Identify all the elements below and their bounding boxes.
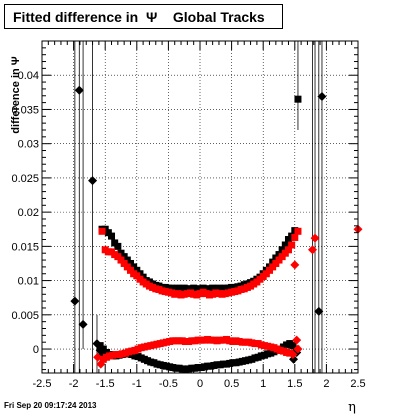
- x-axis-label: η: [348, 400, 356, 414]
- diamond-marker: [307, 245, 317, 255]
- square-marker: [281, 241, 289, 249]
- axis-ticks: -2.5 -2 -1.5 -1 -0.5 0 0.5 1 1.5 2 2.5 0 0.005 0.01 0.…: [11, 41, 366, 390]
- y-tick-label: 0.03: [18, 139, 39, 151]
- x-tick-label: 1: [260, 378, 266, 390]
- x-tick-label: 0: [197, 378, 203, 390]
- timestamp-footer: Fri Sep 20 09:17:24 2013: [4, 401, 97, 410]
- diamond-marker: [290, 260, 300, 270]
- error-bars: [74, 41, 323, 373]
- y-tick-label: 0.04: [18, 70, 39, 82]
- diamond-marker: [88, 176, 98, 186]
- y-tick-label: 0: [33, 344, 39, 356]
- diamond-marker: [70, 296, 80, 306]
- square-marker: [284, 246, 292, 254]
- diamond-marker: [78, 319, 88, 329]
- square-marker: [98, 227, 106, 235]
- diamond-marker: [93, 352, 103, 362]
- x-tick-label: -1.5: [96, 378, 115, 390]
- diamond-marker: [293, 344, 303, 354]
- y-tick-label: 0.005: [11, 310, 39, 322]
- x-tick-label: 1.5: [287, 378, 302, 390]
- x-tick-label: 2.5: [350, 378, 365, 390]
- x-tick-label: -2.5: [33, 378, 52, 390]
- x-tick-label: 0.5: [224, 378, 239, 390]
- diamond-marker: [310, 233, 320, 243]
- square-marker: [286, 349, 294, 357]
- data-markers: [70, 85, 363, 374]
- y-tick-label: 0.035: [11, 104, 39, 116]
- square-marker: [288, 241, 296, 249]
- diamond-marker: [288, 350, 298, 360]
- y-tick-label: 0.01: [18, 276, 39, 288]
- y-tick-label: 0.025: [11, 173, 39, 185]
- grid-lines: [42, 41, 358, 373]
- x-tick-label: -0.5: [159, 378, 178, 390]
- x-tick-label: 2: [323, 378, 329, 390]
- x-tick-label: -2: [69, 378, 79, 390]
- square-marker: [108, 232, 116, 240]
- square-marker: [291, 233, 299, 241]
- y-axis-label: difference in Ψ: [10, 56, 22, 133]
- square-marker: [294, 227, 302, 235]
- y-tick-label: 0.015: [11, 241, 39, 253]
- diamond-marker: [314, 306, 324, 316]
- chart-title: Fitted difference in Ψ Global Tracks: [4, 4, 283, 29]
- y-tick-label: 0.02: [18, 207, 39, 219]
- square-marker: [114, 242, 122, 250]
- diamond-marker: [317, 91, 327, 101]
- diamond-marker: [292, 335, 302, 345]
- diamond-marker: [74, 85, 84, 95]
- square-marker: [294, 95, 302, 103]
- diamond-marker: [96, 359, 106, 369]
- x-tick-label: -1: [132, 378, 142, 390]
- diamond-marker: [92, 339, 102, 349]
